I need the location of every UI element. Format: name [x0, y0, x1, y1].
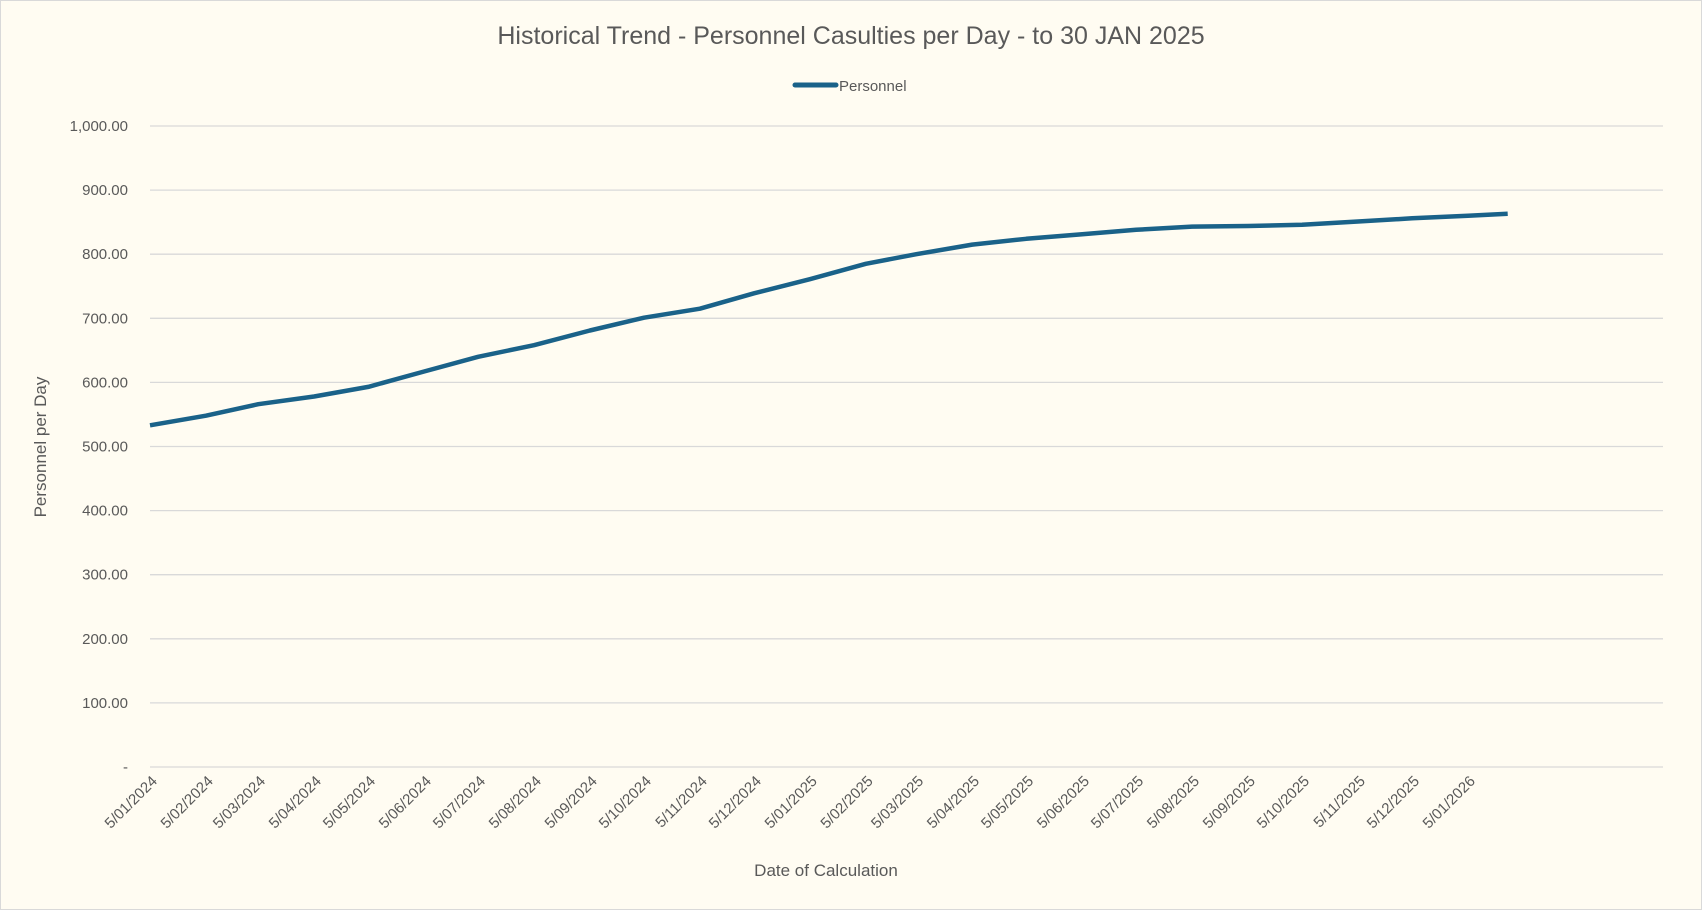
chart-title: Historical Trend - Personnel Casulties p…	[497, 22, 1204, 50]
y-tick-label: 400.00	[82, 503, 128, 520]
y-tick-label: 300.00	[82, 567, 128, 584]
y-tick-label: 1,000.00	[70, 118, 128, 135]
y-tick-label: 200.00	[82, 631, 128, 648]
y-tick-label: 700.00	[82, 310, 128, 327]
y-tick-label: -	[123, 759, 128, 776]
y-tick-label: 600.00	[82, 374, 128, 391]
y-axis-label: Personnel per Day	[31, 376, 50, 517]
y-tick-label: 800.00	[82, 246, 128, 263]
series-line-personnel	[149, 211, 1508, 428]
x-axis-label: Date of Calculation	[754, 861, 898, 880]
legend: Personnel	[792, 78, 907, 95]
y-tick-label: 100.00	[82, 695, 128, 712]
legend-label: Personnel	[839, 78, 907, 95]
y-tick-label: 900.00	[82, 182, 128, 199]
y-tick-label: 500.00	[82, 439, 128, 456]
